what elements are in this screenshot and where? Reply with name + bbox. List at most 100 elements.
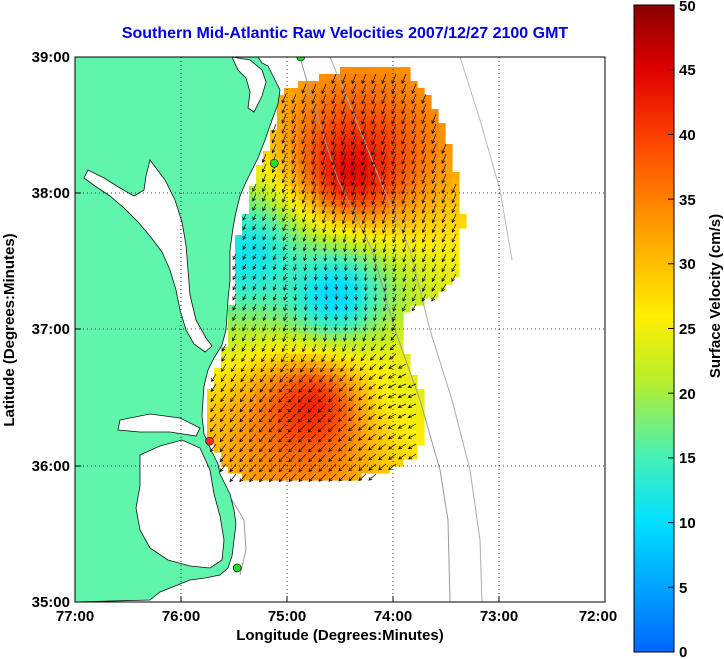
radar-station-marker[interactable] — [205, 436, 214, 446]
velocity-arrow — [287, 433, 297, 443]
velocity-arrow — [363, 283, 368, 292]
velocity-arrow — [278, 433, 287, 443]
velocity-arrow — [289, 373, 297, 383]
velocity-arrow — [252, 213, 257, 221]
velocity-cell — [270, 214, 278, 222]
velocity-cell — [326, 396, 334, 404]
velocity-arrow — [313, 323, 318, 332]
velocity-cell — [361, 102, 369, 110]
velocity-cell — [424, 207, 432, 215]
velocity-cell — [375, 263, 383, 271]
velocity-arrow — [351, 73, 357, 85]
velocity-cell — [333, 389, 341, 397]
velocity-arrow — [407, 383, 417, 388]
velocity-arrow — [242, 273, 247, 281]
velocity-cell — [368, 67, 376, 75]
velocity-cell — [368, 256, 376, 264]
velocity-arrow — [303, 253, 307, 262]
velocity-arrow — [291, 133, 297, 145]
velocity-cell — [417, 144, 425, 152]
velocity-cell — [235, 403, 243, 411]
velocity-cell — [403, 158, 411, 166]
velocity-cell — [326, 228, 334, 236]
velocity-cell — [417, 186, 425, 194]
velocity-cell — [340, 326, 348, 334]
velocity-cell — [298, 207, 306, 215]
velocity-cell — [347, 389, 355, 397]
velocity-arrow — [282, 203, 287, 213]
velocity-cell — [305, 151, 313, 159]
velocity-cell — [410, 109, 418, 117]
velocity-arrow — [397, 383, 407, 389]
velocity-cell — [403, 382, 411, 390]
velocity-arrow — [303, 273, 308, 282]
velocity-cell — [242, 263, 250, 271]
velocity-cell — [368, 270, 376, 278]
velocity-cell — [242, 438, 250, 446]
velocity-cell — [242, 340, 250, 348]
velocity-arrow — [411, 153, 417, 165]
velocity-cell — [333, 74, 341, 82]
velocity-cell — [340, 242, 348, 250]
velocity-cell — [375, 410, 383, 418]
velocity-cell — [270, 417, 278, 425]
velocity-cell — [270, 298, 278, 306]
velocity-cell — [291, 375, 299, 383]
velocity-arrow — [307, 403, 317, 413]
radar-station-marker[interactable] — [296, 53, 306, 62]
velocity-arrow — [278, 393, 287, 403]
velocity-cell — [368, 123, 376, 131]
velocity-cell — [249, 228, 257, 236]
velocity-cell — [445, 242, 453, 250]
velocity-cell — [354, 382, 362, 390]
velocity-arrow — [371, 163, 377, 176]
velocity-cell — [291, 221, 299, 229]
velocity-cell — [410, 102, 418, 110]
velocity-cell — [347, 221, 355, 229]
velocity-arrow — [242, 243, 247, 250]
velocity-arrow — [421, 193, 427, 204]
velocity-arrow — [371, 73, 377, 85]
velocity-cell — [382, 179, 390, 187]
velocity-arrow — [441, 283, 447, 292]
velocity-cell — [389, 368, 397, 376]
velocity-arrow — [322, 233, 327, 243]
velocity-arrow — [232, 253, 237, 260]
velocity-arrow — [368, 473, 377, 481]
velocity-cell — [312, 200, 320, 208]
velocity-cell — [340, 368, 348, 376]
velocity-arrow — [311, 203, 317, 214]
velocity-arrow — [358, 383, 367, 391]
velocity-cell — [319, 214, 327, 222]
velocity-arrow — [391, 83, 397, 95]
radar-station-marker[interactable] — [269, 158, 279, 168]
velocity-cell — [270, 263, 278, 271]
velocity-cell — [242, 249, 250, 257]
velocity-cell — [333, 319, 341, 327]
velocity-cell — [354, 214, 362, 222]
velocity-cell — [417, 417, 425, 425]
velocity-arrow — [373, 253, 377, 263]
velocity-cell — [284, 389, 292, 397]
velocity-arrow — [281, 343, 287, 353]
velocity-arrow — [334, 273, 339, 281]
velocity-arrow — [402, 243, 407, 253]
velocity-cell — [340, 403, 348, 411]
velocity-cell — [291, 389, 299, 397]
velocity-arrow — [303, 303, 308, 312]
velocity-arrow — [301, 193, 307, 204]
velocity-cell — [263, 452, 271, 460]
velocity-cell — [361, 277, 369, 285]
velocity-cell — [312, 319, 320, 327]
velocity-cell — [396, 396, 404, 404]
velocity-vectors — [209, 73, 457, 483]
velocity-arrow — [411, 113, 417, 125]
radar-station-marker[interactable] — [232, 563, 242, 573]
velocity-cell — [431, 130, 439, 138]
velocity-arrow — [281, 113, 287, 124]
velocity-cell — [354, 67, 362, 75]
velocity-cell — [417, 88, 425, 96]
velocity-cell — [228, 326, 236, 334]
velocity-cell — [277, 256, 285, 264]
velocity-cell — [375, 102, 383, 110]
